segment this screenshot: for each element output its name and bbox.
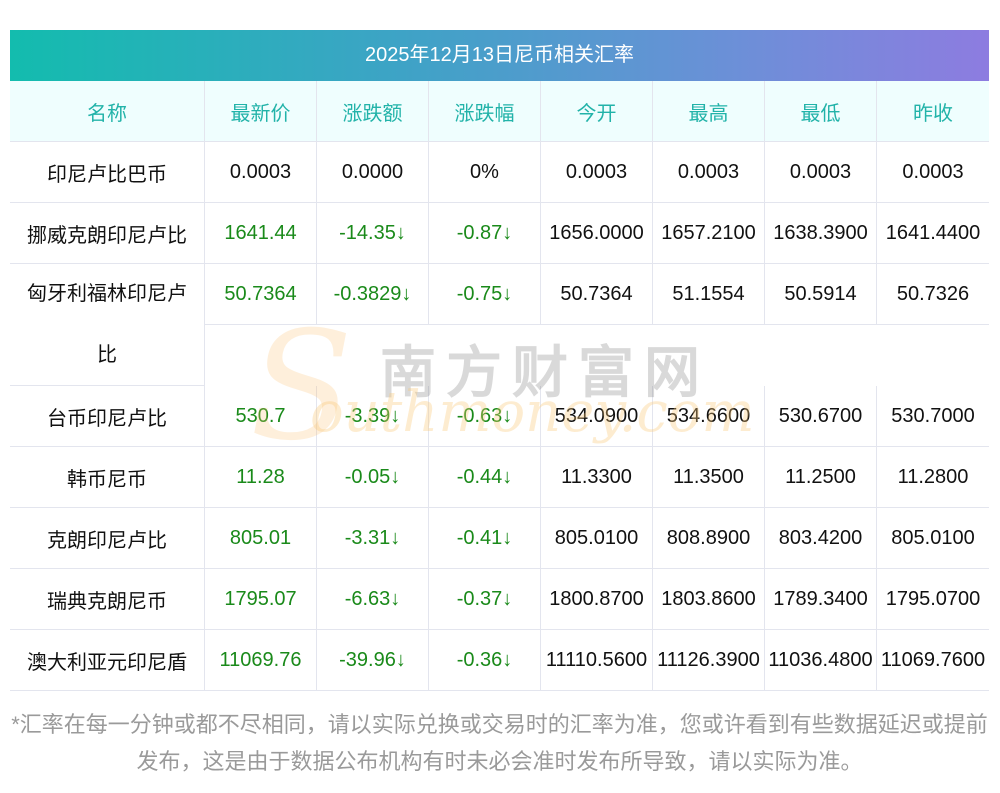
currency-name-cell: 台币印尼卢比 <box>10 386 205 446</box>
cell-change: -0.3829↓ <box>317 264 429 324</box>
currency-name-cell: 挪威克朗印尼卢比 <box>10 203 205 263</box>
cell-low: 803.4200 <box>765 508 877 568</box>
page-title: 2025年12月13日尼币相关汇率 <box>10 30 989 81</box>
cell-open: 11.3300 <box>541 447 653 507</box>
cell-low: 0.0003 <box>765 142 877 202</box>
table-row: 匈牙利福林印尼卢比 50.7364 -0.3829↓ -0.75↓ 50.7364 51.… <box>10 264 989 386</box>
cell-high: 808.8900 <box>653 508 765 568</box>
column-header: 最新价 <box>205 81 317 141</box>
cell-high: 534.6600 <box>653 386 765 446</box>
cell-change: -6.63↓ <box>317 569 429 629</box>
cell-prev: 11069.7600 <box>880 648 986 671</box>
cell-open: 1800.8700 <box>541 569 653 629</box>
cell-latest: 11.28 <box>205 447 317 507</box>
cell-prev: 0.0003 <box>902 160 964 183</box>
cell-prev: 1795.0700 <box>885 587 981 610</box>
cell-change: -3.31↓ <box>317 508 429 568</box>
currency-name-cell: 澳大利亚元印尼盾 <box>10 630 205 690</box>
cell-pct: -0.36↓ <box>429 630 541 690</box>
cell-pct: -0.37↓ <box>429 569 541 629</box>
cell-latest: 530.7 <box>205 386 317 446</box>
cell-prev: 805.0100 <box>891 526 975 549</box>
cell-high: 0.0003 <box>653 142 765 202</box>
cell-high: 1657.2100 <box>653 203 765 263</box>
cell-change: -0.05↓ <box>317 447 429 507</box>
cell-low: 11.2500 <box>765 447 877 507</box>
cell-pct: -0.75↓ <box>429 264 541 324</box>
cell-high: 1803.8600 <box>653 569 765 629</box>
cell-open: 11110.5600 <box>541 630 653 690</box>
column-header: 涨跌幅 <box>429 81 541 141</box>
cell-latest: 50.7364 <box>205 264 317 324</box>
cell-pct: -0.41↓ <box>429 508 541 568</box>
cell-change: 0.0000 <box>317 142 429 202</box>
disclaimer-note: *汇率在每一分钟或都不尽相同，请以实际兑换或交易时的汇率为准，您或许看到有些数据… <box>11 712 988 774</box>
cell-latest: 0.0003 <box>205 142 317 202</box>
cell-pct: 0% <box>429 142 541 202</box>
cell-low: 1789.3400 <box>765 569 877 629</box>
cell-latest: 805.01 <box>205 508 317 568</box>
cell-pct: -0.44↓ <box>429 447 541 507</box>
cell-open: 805.0100 <box>541 508 653 568</box>
cell-prev: 530.7000 <box>891 404 975 427</box>
cell-pct: -0.63↓ <box>429 386 541 446</box>
cell-open: 534.0900 <box>541 386 653 446</box>
table-row: 澳大利亚元印尼盾 11069.76 -39.96↓ -0.36↓ 11110.5600 1… <box>10 630 989 691</box>
column-header: 今开 <box>541 81 653 141</box>
cell-latest: 11069.76 <box>205 630 317 690</box>
cell-open: 50.7364 <box>541 264 653 324</box>
cell-open: 1656.0000 <box>541 203 653 263</box>
table-row: 韩币尼币 11.28 -0.05↓ -0.44↓ 11.3300 11.3500 11.25… <box>10 447 989 508</box>
currency-name-cell: 匈牙利福林印尼卢比 <box>10 264 205 386</box>
cell-high: 51.1554 <box>653 264 765 324</box>
currency-name-cell: 瑞典克朗尼币 <box>10 569 205 629</box>
exchange-rate-table: 名称 最新价 涨跌额 涨跌幅 今开 最高 最低 昨收 印尼卢比巴币 0.0003 0.0000 0%… <box>10 81 989 691</box>
table-header-row: 名称 最新价 涨跌额 涨跌幅 今开 最高 最低 昨收 <box>10 81 989 142</box>
cell-low: 530.6700 <box>765 386 877 446</box>
table-row: 印尼卢比巴币 0.0003 0.0000 0% 0.0003 0.0003 0.0003 0.… <box>10 142 989 203</box>
cell-high: 11.3500 <box>653 447 765 507</box>
currency-name-cell: 韩币尼币 <box>10 447 205 507</box>
column-header: 最低 <box>765 81 877 141</box>
column-header: 最高 <box>653 81 765 141</box>
currency-name-cell: 印尼卢比巴币 <box>10 142 205 202</box>
cell-prev: 50.7326 <box>896 282 970 305</box>
table-row: 克朗印尼卢比 805.01 -3.31↓ -0.41↓ 805.0100 808.8900… <box>10 508 989 569</box>
table-row: 瑞典克朗尼币 1795.07 -6.63↓ -0.37↓ 1800.8700 1803.8… <box>10 569 989 630</box>
cell-open: 0.0003 <box>541 142 653 202</box>
cell-change: -3.39↓ <box>317 386 429 446</box>
column-header: 名称 <box>10 81 205 141</box>
cell-change: -14.35↓ <box>317 203 429 263</box>
cell-low: 50.5914 <box>765 264 877 324</box>
cell-latest: 1795.07 <box>205 569 317 629</box>
cell-low: 11036.4800 <box>765 630 877 690</box>
table-row: 台币印尼卢比 530.7 -3.39↓ -0.63↓ 534.0900 534.6600 5… <box>10 386 989 447</box>
cell-high: 11126.3900 <box>653 630 765 690</box>
cell-prev: 11.2800 <box>897 465 969 488</box>
column-header: 涨跌额 <box>317 81 429 141</box>
cell-pct: -0.87↓ <box>429 203 541 263</box>
cell-latest: 1641.44 <box>205 203 317 263</box>
currency-name-cell: 克朗印尼卢比 <box>10 508 205 568</box>
column-header: 昨收 <box>913 102 953 125</box>
cell-change: -39.96↓ <box>317 630 429 690</box>
cell-prev: 1641.4400 <box>885 221 981 244</box>
cell-low: 1638.3900 <box>765 203 877 263</box>
row-values: 50.7364 -0.3829↓ -0.75↓ 50.7364 51.1554 50.59… <box>205 264 989 325</box>
table-row: 挪威克朗印尼卢比 1641.44 -14.35↓ -0.87↓ 1656.0000 165… <box>10 203 989 264</box>
